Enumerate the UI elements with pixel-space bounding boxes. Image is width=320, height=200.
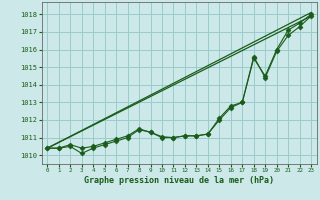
X-axis label: Graphe pression niveau de la mer (hPa): Graphe pression niveau de la mer (hPa) <box>84 176 274 185</box>
